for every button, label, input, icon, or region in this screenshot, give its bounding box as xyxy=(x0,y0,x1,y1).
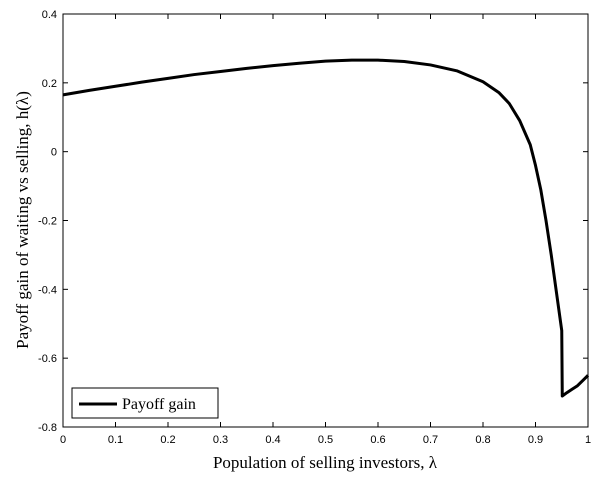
x-tick-label: 0.9 xyxy=(528,434,543,446)
x-tick-label: 0.2 xyxy=(160,434,175,446)
plot-frame xyxy=(62,13,589,428)
y-tick-label: 0 xyxy=(51,147,57,159)
series-line-payoff-gain xyxy=(62,58,590,398)
y-axis-title: Payoff gain of waiting vs selling, h(λ) xyxy=(13,91,32,349)
x-tick-label: 0 xyxy=(60,434,66,446)
x-tick-label: 1 xyxy=(585,434,591,446)
legend-label-payoff-gain: Payoff gain xyxy=(122,396,196,413)
x-axis-ticks: 0 0.1 0.2 0.3 0.4 0.5 0.6 0.7 0.8 0.9 1 xyxy=(60,14,591,446)
x-tick-label: 0.1 xyxy=(108,434,123,446)
y-tick-label: -0.8 xyxy=(38,422,57,434)
x-tick-label: 0.4 xyxy=(265,434,280,446)
x-tick-label: 0.8 xyxy=(475,434,490,446)
y-tick-label: 0.2 xyxy=(42,78,57,90)
x-tick-label: 0.6 xyxy=(370,434,385,446)
y-tick-label: -0.6 xyxy=(38,353,57,365)
x-tick-label: 0.7 xyxy=(423,434,438,446)
y-tick-label: -0.2 xyxy=(38,216,57,228)
y-tick-label: 0.4 xyxy=(42,9,57,21)
y-tick-label: -0.4 xyxy=(38,284,57,296)
x-axis-title: Population of selling investors, λ xyxy=(213,453,438,472)
legend: Payoff gain xyxy=(71,387,219,419)
x-tick-label: 0.3 xyxy=(213,434,228,446)
x-tick-label: 0.5 xyxy=(318,434,333,446)
y-axis-ticks: 0.4 0.2 0 -0.2 -0.4 -0.6 -0.8 xyxy=(38,9,588,434)
